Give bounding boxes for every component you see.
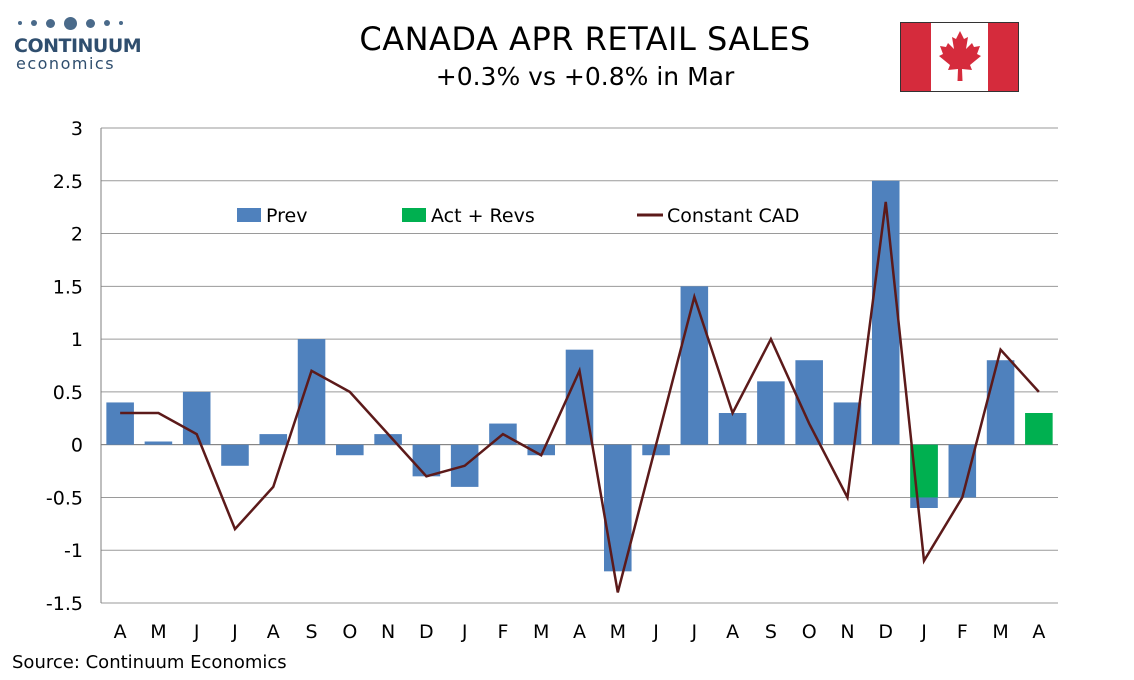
x-tick-label: A	[573, 621, 586, 643]
bar-act-revs	[1025, 413, 1053, 445]
x-tick-label: A	[726, 621, 739, 643]
x-tick-label: J	[920, 621, 927, 643]
x-tick-label: D	[419, 621, 434, 643]
logo-name: CONTINUUM	[14, 35, 142, 57]
source-note: Source: Continuum Economics	[12, 652, 287, 673]
legend-label: Constant CAD	[667, 205, 799, 227]
x-tick-label: A	[1032, 621, 1045, 643]
x-tick-label: N	[381, 621, 395, 643]
x-tick-label: M	[992, 621, 1008, 643]
x-tick-label: O	[802, 621, 817, 643]
x-tick-label: J	[652, 621, 659, 643]
x-tick-label: J	[691, 621, 698, 643]
logo-subtitle: economics	[16, 54, 116, 73]
chart-subtitle: +0.3% vs +0.8% in Mar	[435, 62, 735, 91]
x-tick-label: S	[765, 621, 777, 643]
bar-prev	[144, 441, 173, 445]
bar-prev	[106, 402, 134, 445]
y-tick-label: 2	[71, 224, 83, 246]
x-tick-label: D	[878, 621, 893, 643]
bar-prev	[603, 444, 632, 572]
legend-label: Prev	[266, 205, 307, 227]
maple-leaf-icon	[939, 31, 981, 81]
legend-swatch	[402, 208, 426, 222]
bar-prev	[221, 444, 249, 466]
continuum-logo: CONTINUUM economics	[14, 12, 144, 72]
x-tick-label: O	[342, 621, 357, 643]
x-tick-label: J	[461, 621, 468, 643]
bar-prev	[718, 413, 747, 445]
bar-prev	[986, 360, 1015, 445]
bar-prev	[757, 381, 785, 445]
y-tick-label: 1.5	[53, 276, 83, 298]
x-tick-label: A	[267, 621, 280, 643]
x-tick-label: F	[497, 621, 508, 643]
y-tick-label: -1.5	[46, 593, 83, 615]
bar-prev	[527, 444, 556, 456]
line-constant-cad	[120, 201, 1040, 593]
y-tick-label: 0.5	[53, 382, 83, 404]
x-tick-label: S	[306, 621, 318, 643]
legend-swatch	[237, 208, 261, 222]
y-tick-label: 0	[71, 435, 83, 457]
x-tick-label: N	[840, 621, 854, 643]
bar-prev	[259, 434, 288, 445]
bar-prev	[642, 444, 670, 456]
y-tick-label: 2.5	[53, 171, 83, 193]
x-tick-label: M	[150, 621, 166, 643]
bar-prev	[374, 434, 402, 445]
chart-title: CANADA APR RETAIL SALES	[359, 20, 811, 58]
bar-prev	[680, 286, 709, 445]
x-tick-label: A	[114, 621, 127, 643]
y-tick-label: -1	[64, 540, 83, 562]
y-tick-label: 3	[71, 118, 83, 140]
x-tick-label: J	[193, 621, 200, 643]
logo-dots-icon	[18, 12, 144, 34]
canada-flag-icon	[900, 22, 1019, 92]
bar-prev	[412, 444, 441, 477]
x-tick-label: M	[533, 621, 549, 643]
x-tick-label: F	[957, 621, 968, 643]
x-tick-label: J	[231, 621, 238, 643]
bar-prev	[948, 444, 977, 498]
y-tick-label: -0.5	[46, 487, 83, 509]
x-tick-label: M	[610, 621, 626, 643]
y-tick-label: 1	[71, 329, 83, 351]
bar-prev	[871, 180, 900, 445]
legend-label: Act + Revs	[431, 205, 535, 227]
bar-prev	[336, 444, 364, 456]
bar-prev	[297, 339, 326, 445]
